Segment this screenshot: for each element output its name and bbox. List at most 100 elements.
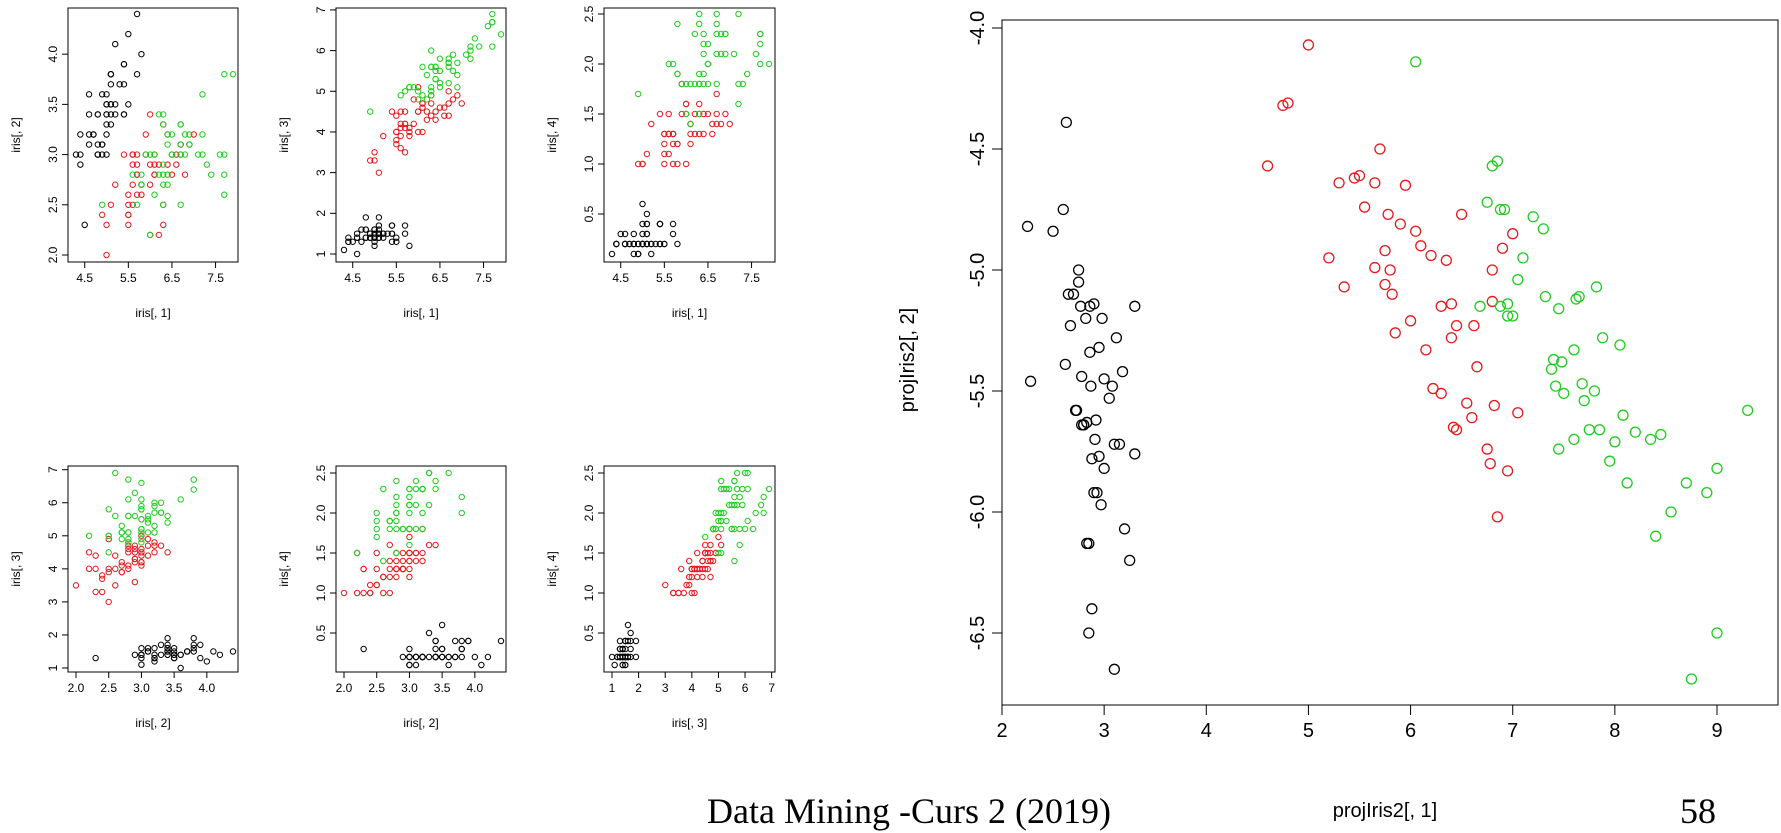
data-point: [643, 230, 651, 238]
y-axis-label: iris[, 3]: [9, 551, 23, 586]
data-point: [700, 50, 707, 58]
y-tick-label: 4: [314, 128, 328, 135]
data-point: [634, 250, 642, 258]
data-point: [105, 535, 112, 543]
data-point: [155, 161, 163, 168]
data-point: [133, 191, 141, 198]
data-point: [674, 20, 681, 28]
data-point: [380, 573, 387, 581]
data-point: [674, 160, 681, 168]
data-point: [177, 121, 184, 128]
data-point: [125, 476, 132, 483]
data-point: [725, 501, 733, 509]
data-point: [1527, 211, 1539, 223]
x-tick-label: 2.5: [368, 681, 385, 695]
data-point: [700, 40, 707, 48]
data-point: [397, 132, 404, 140]
data-point: [85, 532, 93, 539]
data-point: [112, 181, 119, 188]
data-point: [373, 517, 380, 525]
data-point: [157, 641, 165, 649]
y-tick-label: 7: [314, 6, 328, 13]
data-point: [194, 151, 202, 158]
data-point: [621, 230, 629, 238]
x-tick-label: 7.5: [743, 271, 760, 285]
data-point: [410, 96, 417, 103]
data-point: [94, 111, 102, 118]
data-point: [1488, 399, 1500, 412]
data-point: [743, 70, 751, 78]
data-point: [713, 120, 720, 128]
x-axis-label: iris[, 2]: [403, 716, 438, 730]
data-point: [138, 545, 145, 553]
data-point: [373, 581, 380, 589]
data-point: [713, 110, 720, 118]
data-point: [146, 111, 154, 118]
data-point: [736, 541, 743, 549]
data-point: [366, 589, 374, 597]
data-point: [744, 517, 751, 525]
data-point: [454, 92, 461, 99]
data-point: [700, 30, 707, 38]
data-point: [177, 151, 184, 158]
data-point: [393, 509, 400, 517]
series-3: [1410, 56, 1754, 685]
data-point: [1067, 288, 1080, 300]
data-point: [151, 529, 158, 536]
data-point: [1076, 370, 1088, 383]
data-point: [471, 653, 479, 661]
data-point: [146, 161, 154, 168]
data-point: [691, 30, 699, 38]
data-point: [146, 151, 154, 158]
scatter-panel-6: 1 2 3 4 5 6 7 0.5 1.0 1.5 2.0 2.5 iris[, 3] iris[, 4]: [545, 464, 776, 730]
data-point: [197, 641, 204, 649]
data-point: [704, 40, 712, 48]
data-point: [452, 653, 459, 661]
data-point: [125, 221, 132, 229]
data-point: [164, 171, 171, 178]
data-point: [1680, 477, 1693, 489]
data-point: [1507, 310, 1519, 322]
data-point: [399, 549, 407, 557]
x-tick-label: 1: [609, 681, 616, 695]
x-tick-label: 3.0: [401, 681, 418, 695]
data-point: [1553, 303, 1565, 315]
x-axis-label: iris[, 1]: [672, 306, 707, 320]
y-tick-label: 2.0: [314, 504, 328, 521]
data-point: [1091, 486, 1103, 499]
data-point: [397, 124, 404, 132]
x-tick-label: 6.5: [700, 271, 717, 285]
data-point: [445, 469, 452, 477]
data-point: [375, 169, 383, 176]
plot-frame: [603, 7, 776, 263]
data-point: [380, 234, 387, 241]
data-point: [103, 221, 110, 229]
data-point: [467, 55, 474, 62]
data-point: [144, 552, 152, 559]
data-point: [432, 645, 439, 653]
series-2: [72, 529, 171, 606]
data-point: [1103, 392, 1115, 404]
data-point: [133, 171, 141, 178]
data-point: [393, 477, 400, 485]
data-point: [1450, 424, 1463, 436]
data-point: [151, 151, 158, 158]
data-point: [696, 80, 703, 88]
data-point: [199, 151, 206, 158]
data-point: [1445, 332, 1458, 344]
data-point: [386, 525, 393, 533]
x-axis-label: projIris2[, 1]: [1333, 800, 1437, 822]
data-point: [449, 51, 457, 58]
data-point: [1106, 380, 1118, 392]
data-point: [112, 512, 119, 520]
data-point: [458, 645, 465, 653]
data-point: [144, 648, 152, 655]
data-point: [170, 644, 178, 652]
data-point: [608, 653, 616, 661]
data-point: [670, 589, 677, 597]
data-point: [744, 469, 751, 477]
data-point: [441, 112, 448, 119]
data-point: [438, 653, 446, 661]
data-point: [1394, 218, 1407, 230]
data-point: [687, 80, 694, 88]
